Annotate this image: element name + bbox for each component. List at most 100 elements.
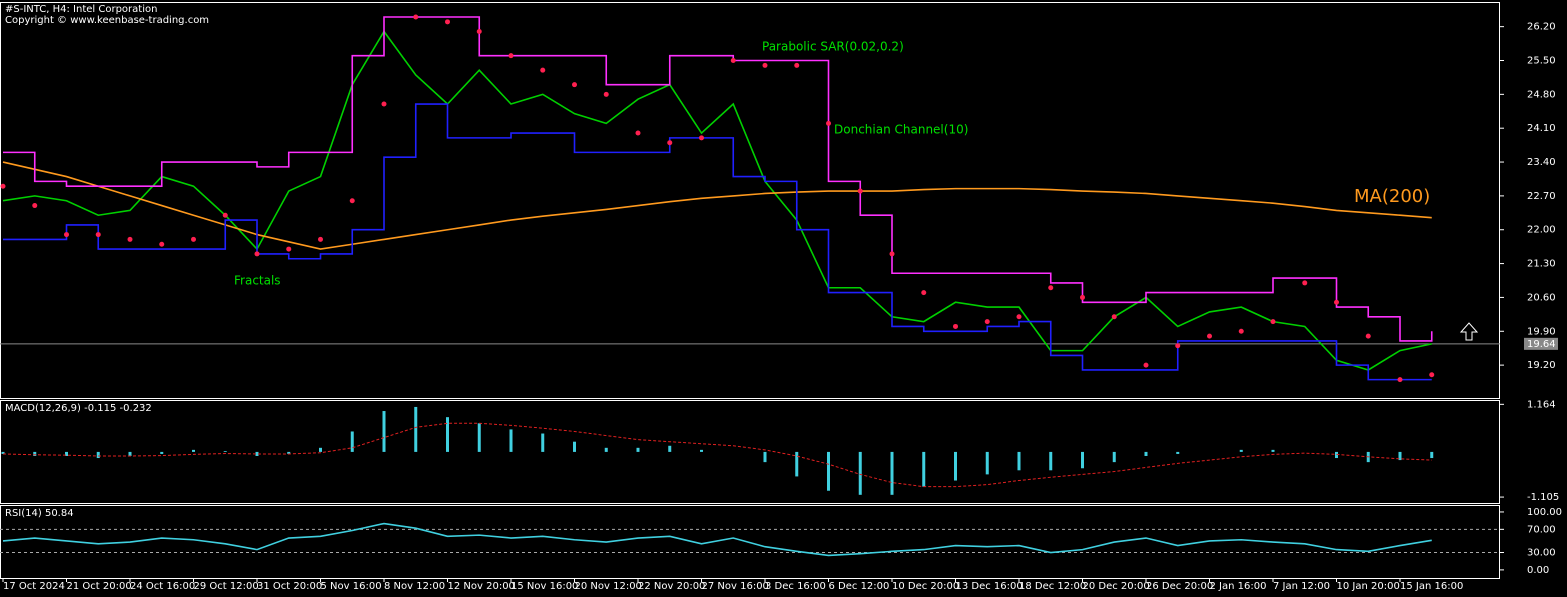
panel-title: MACD(12,26,9) -0.115 -0.232 bbox=[5, 403, 152, 414]
x-tick-label: 12 Nov 20:00 bbox=[448, 581, 515, 592]
x-tick-label: 22 Nov 20:00 bbox=[638, 581, 705, 592]
sar-dot bbox=[413, 14, 419, 20]
sar-dot bbox=[32, 203, 38, 209]
sar-dot bbox=[318, 236, 323, 242]
sar-dot bbox=[476, 28, 482, 34]
x-tick-label: 21 Oct 20:00 bbox=[67, 581, 132, 592]
x-tick-label: 3 Dec 16:00 bbox=[765, 581, 826, 592]
panel-title: RSI(14) 50.84 bbox=[5, 508, 74, 519]
sar-dot bbox=[1080, 294, 1085, 300]
sar-dot bbox=[1175, 343, 1181, 349]
sar-dot bbox=[159, 241, 165, 247]
sar-dot bbox=[222, 212, 228, 218]
x-tick-label: 18 Dec 12:00 bbox=[1019, 581, 1086, 592]
sar-dot bbox=[603, 91, 609, 97]
sar-dot bbox=[984, 319, 990, 325]
sar-dot bbox=[1365, 333, 1371, 339]
x-tick-label: 26 Dec 20:00 bbox=[1146, 581, 1213, 592]
last-price-box bbox=[1524, 337, 1558, 350]
x-tick-label: 20 Nov 12:00 bbox=[575, 581, 642, 592]
sar-dot bbox=[1048, 285, 1054, 291]
sar-dot bbox=[572, 82, 577, 88]
annotation: Donchian Channel(10) bbox=[834, 123, 968, 137]
series-line bbox=[3, 16, 1433, 342]
panel-frame bbox=[0, 400, 1500, 504]
x-tick-label: 15 Nov 16:00 bbox=[511, 581, 578, 592]
sar-dot bbox=[794, 62, 800, 68]
sar-dot bbox=[667, 140, 673, 146]
panel-frame bbox=[0, 505, 1500, 579]
x-tick-label: 5 Nov 16:00 bbox=[321, 581, 382, 592]
series-line bbox=[2, 161, 1432, 250]
y-tick-label: 26.20 bbox=[1527, 22, 1556, 33]
buy-arrow bbox=[1459, 322, 1479, 341]
sar-dot bbox=[826, 120, 831, 126]
x-tick-label: 2 Jan 16:00 bbox=[1210, 581, 1267, 592]
x-tick-label: 15 Jan 16:00 bbox=[1400, 581, 1463, 592]
sar-dot bbox=[1016, 314, 1022, 320]
y-tick-label: 22.00 bbox=[1527, 225, 1556, 236]
series-line bbox=[2, 522, 1432, 557]
x-tick-label: 29 Oct 12:00 bbox=[194, 581, 259, 592]
sar-dot bbox=[1238, 328, 1244, 334]
sar-dot bbox=[953, 323, 958, 329]
sar-dot bbox=[857, 188, 863, 194]
x-tick-label: 17 Oct 2024 bbox=[3, 581, 65, 592]
y-tick-label: 19.90 bbox=[1527, 326, 1556, 337]
sar-dot bbox=[95, 232, 101, 238]
x-tick-label: 8 Nov 12:00 bbox=[384, 581, 445, 592]
sar-dot bbox=[0, 183, 6, 189]
sar-dot bbox=[921, 290, 927, 296]
sar-dot bbox=[730, 58, 736, 64]
sar-dot bbox=[254, 251, 260, 257]
sar-dot bbox=[889, 251, 895, 257]
y-tick-label: 22.70 bbox=[1527, 191, 1556, 202]
x-tick-label: 13 Dec 16:00 bbox=[956, 581, 1023, 592]
annotation: MA(200) bbox=[1354, 186, 1430, 207]
sar-dot bbox=[540, 67, 546, 73]
x-tick-label: 27 Nov 16:00 bbox=[702, 581, 769, 592]
y-tick-label: 19.20 bbox=[1527, 360, 1556, 371]
annotation: Fractals bbox=[234, 274, 281, 288]
sar-dot bbox=[381, 101, 387, 107]
sar-dot bbox=[1302, 280, 1308, 286]
sar-dot bbox=[699, 135, 704, 141]
sar-dot bbox=[1270, 319, 1276, 325]
sar-dot bbox=[762, 62, 768, 68]
y-tick-label: 25.50 bbox=[1527, 56, 1556, 67]
sar-dot bbox=[1429, 372, 1435, 378]
sar-dot bbox=[1207, 333, 1212, 339]
x-tick-label: 10 Dec 20:00 bbox=[892, 581, 959, 592]
sar-dot bbox=[508, 53, 514, 59]
sar-dot bbox=[64, 232, 69, 238]
sar-dot bbox=[1334, 299, 1339, 305]
y-tick-label: 24.80 bbox=[1527, 89, 1556, 100]
sar-dot bbox=[445, 19, 450, 25]
y-tick-label: 20.60 bbox=[1527, 292, 1556, 303]
y-tick-label: -1.105 bbox=[1527, 492, 1559, 503]
y-tick-label: 23.40 bbox=[1527, 157, 1556, 168]
y-tick-label: 1.164 bbox=[1527, 399, 1556, 410]
annotation: Parabolic SAR(0.02,0.2) bbox=[762, 40, 904, 54]
y-tick-label: 0.00 bbox=[1527, 565, 1549, 576]
x-tick-label: 31 Oct 20:00 bbox=[257, 581, 322, 592]
y-tick-label: 70.00 bbox=[1527, 524, 1556, 535]
y-tick-label: 100.00 bbox=[1527, 507, 1562, 518]
series-line bbox=[3, 103, 1432, 381]
x-tick-label: 20 Dec 20:00 bbox=[1083, 581, 1150, 592]
sar-dot bbox=[1143, 362, 1149, 368]
series-line bbox=[2, 30, 1432, 371]
sar-dot bbox=[635, 130, 641, 136]
y-tick-label: 24.10 bbox=[1527, 123, 1556, 134]
x-tick-label: 10 Jan 20:00 bbox=[1337, 581, 1400, 592]
sar-dot bbox=[127, 236, 133, 242]
x-tick-label: 7 Jan 12:00 bbox=[1273, 581, 1330, 592]
y-tick-label: 30.00 bbox=[1527, 548, 1556, 559]
sar-dot bbox=[1111, 314, 1117, 320]
y-tick-label: 21.30 bbox=[1527, 259, 1556, 270]
sar-dot bbox=[1397, 377, 1403, 383]
series-line bbox=[2, 422, 1432, 488]
sar-dot bbox=[286, 246, 292, 252]
copyright: Copyright © www.keenbase-trading.com bbox=[5, 15, 209, 26]
